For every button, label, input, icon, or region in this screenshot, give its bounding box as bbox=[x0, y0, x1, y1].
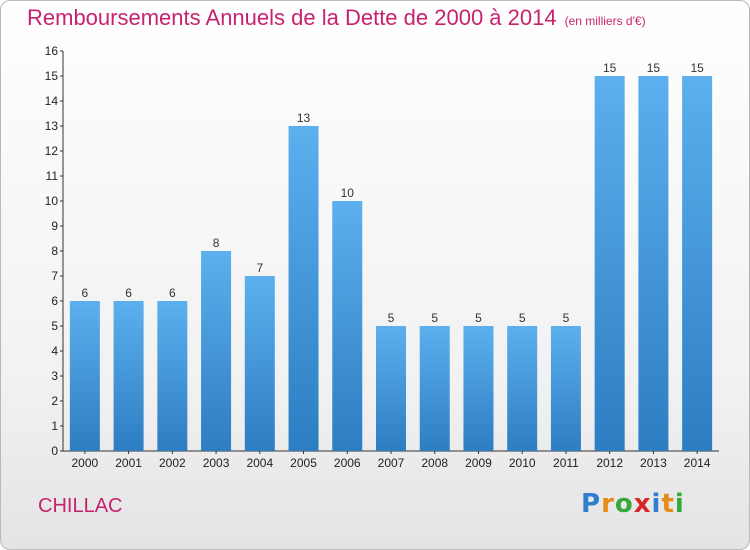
bar-2008 bbox=[419, 326, 450, 451]
data-label-2014: 15 bbox=[690, 61, 704, 75]
y-tick-label: 4 bbox=[51, 344, 58, 358]
bar-2005 bbox=[288, 126, 319, 451]
x-tick-label-2011: 2011 bbox=[553, 456, 579, 470]
data-label-2001: 6 bbox=[125, 286, 132, 300]
y-tick-label: 6 bbox=[51, 294, 58, 308]
logo-letter: i bbox=[674, 489, 685, 519]
y-tick-label: 15 bbox=[45, 69, 59, 83]
y-tick-label: 12 bbox=[45, 144, 59, 158]
bars: 6 6 6 8 7 13 10 5 5 5 5 5 15 15 15 bbox=[69, 61, 713, 451]
y-tick-label: 1 bbox=[51, 419, 58, 433]
y-tick-label: 2 bbox=[51, 394, 58, 408]
commune-name: CHILLAC bbox=[38, 495, 123, 517]
proxiti-logo: Proxiti bbox=[581, 489, 685, 519]
x-tick-label-2012: 2012 bbox=[596, 456, 623, 470]
chart-title: Remboursements Annuels de la Dette de 20… bbox=[27, 5, 646, 31]
data-label-2006: 10 bbox=[341, 186, 355, 200]
y-tick-label: 8 bbox=[51, 244, 58, 258]
x-tick-label-2003: 2003 bbox=[203, 456, 230, 470]
logo-letter: r bbox=[601, 489, 615, 519]
bar-2013 bbox=[638, 76, 669, 451]
data-label-2007: 5 bbox=[388, 311, 395, 325]
y-tick-label: 13 bbox=[45, 119, 59, 133]
y-tick-label: 10 bbox=[45, 194, 59, 208]
data-label-2004: 7 bbox=[256, 261, 263, 275]
x-tick-label-2004: 2004 bbox=[246, 456, 273, 470]
y-tick-label: 3 bbox=[51, 369, 58, 383]
bar-2004 bbox=[244, 276, 275, 451]
logo-letter: P bbox=[581, 489, 602, 519]
x-tick-label-2006: 2006 bbox=[334, 456, 361, 470]
bar-2001 bbox=[113, 301, 144, 451]
x-tick-label-2002: 2002 bbox=[159, 456, 186, 470]
bar-2002 bbox=[157, 301, 188, 451]
unit-label: (en milliers d'€) bbox=[564, 14, 646, 28]
data-label-2010: 5 bbox=[519, 311, 526, 325]
data-label-2009: 5 bbox=[475, 311, 482, 325]
y-tick-label: 16 bbox=[45, 44, 59, 58]
data-label-2008: 5 bbox=[431, 311, 438, 325]
x-tick-label-2007: 2007 bbox=[378, 456, 405, 470]
data-label-2003: 8 bbox=[213, 236, 220, 250]
logo-letter: o bbox=[614, 489, 634, 519]
x-tick-label-2014: 2014 bbox=[684, 456, 711, 470]
x-tick-label-2013: 2013 bbox=[640, 456, 667, 470]
y-tick-label: 11 bbox=[46, 169, 59, 183]
bar-2011 bbox=[550, 326, 581, 451]
data-label-2011: 5 bbox=[563, 311, 570, 325]
bar-2009 bbox=[463, 326, 494, 451]
bar-2006 bbox=[332, 201, 363, 451]
logo-letter: x bbox=[633, 489, 652, 519]
title-text: Remboursements Annuels de la Dette de 20… bbox=[27, 5, 557, 30]
logo-letter: i bbox=[651, 489, 662, 519]
bar-2007 bbox=[376, 326, 406, 451]
data-label-2013: 15 bbox=[647, 61, 661, 75]
bar-2012 bbox=[594, 76, 625, 451]
bar-2003 bbox=[201, 251, 232, 451]
y-tick-label: 5 bbox=[51, 319, 58, 333]
bar-2000 bbox=[69, 301, 100, 451]
data-label-2002: 6 bbox=[169, 286, 176, 300]
bar-2010 bbox=[507, 326, 538, 451]
x-tick-label-2005: 2005 bbox=[290, 456, 317, 470]
y-tick-label: 0 bbox=[51, 444, 58, 458]
data-label-2012: 15 bbox=[603, 61, 617, 75]
bar-2014 bbox=[682, 76, 713, 451]
data-label-2005: 13 bbox=[297, 111, 311, 125]
x-tick-label-2009: 2009 bbox=[465, 456, 492, 470]
x-tick-label-2001: 2001 bbox=[115, 456, 142, 470]
x-tick-label-2010: 2010 bbox=[509, 456, 536, 470]
y-tick-label: 9 bbox=[51, 219, 58, 233]
y-tick-label: 7 bbox=[51, 269, 58, 283]
x-tick-label-2008: 2008 bbox=[421, 456, 448, 470]
data-label-2000: 6 bbox=[82, 286, 89, 300]
logo-letter: t bbox=[661, 489, 675, 519]
y-tick-label: 14 bbox=[45, 94, 59, 108]
x-tick-label-2000: 2000 bbox=[72, 456, 99, 470]
